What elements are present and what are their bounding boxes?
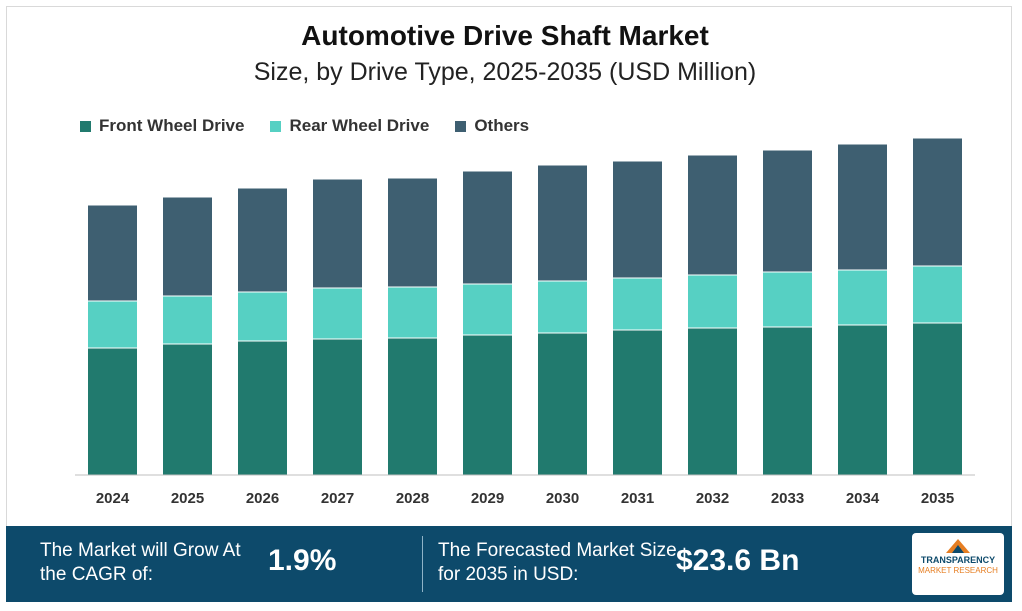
chart-subtitle: Size, by Drive Type, 2025-2035 (USD Mill…: [253, 58, 757, 86]
chart-title: Automotive Drive Shaft Market: [301, 20, 709, 51]
bar-segment-others-2030: [537, 164, 588, 282]
bar-segment-others-2035: [912, 137, 963, 267]
bar-segment-front-wheel-drive-2027: [312, 338, 363, 476]
bar-segment-others-2032: [687, 154, 738, 276]
bar-segment-others-2034: [837, 143, 888, 271]
x-tick-label-2029: 2029: [471, 490, 504, 507]
bar-segment-others-2033: [762, 149, 813, 273]
legend-label-rear-wheel-drive: Rear Wheel Drive: [289, 116, 430, 135]
legend-label-front-wheel-drive: Front Wheel Drive: [99, 116, 245, 135]
bar-segment-others-2028: [387, 177, 438, 288]
x-tick-label-2032: 2032: [696, 490, 729, 507]
legend-item-others: Others: [455, 116, 529, 136]
bar-segment-front-wheel-drive-2035: [912, 322, 963, 476]
bar-segment-others-2029: [462, 170, 513, 285]
summary-footer: The Market will Grow At the CAGR of: 1.9…: [6, 526, 1012, 602]
bar-segment-others-2031: [612, 160, 663, 279]
logo-text-secondary: MARKET RESEARCH: [918, 566, 998, 575]
bar-segment-rear-wheel-drive-2028: [387, 286, 438, 339]
footer-divider: [422, 536, 423, 592]
legend-label-others: Others: [474, 116, 530, 135]
forecast-value: $23.6 Bn: [676, 544, 800, 577]
x-tick-label-2024: 2024: [96, 490, 130, 507]
bar-segment-rear-wheel-drive-2034: [837, 269, 888, 326]
bar-segment-rear-wheel-drive-2035: [912, 265, 963, 324]
bar-segment-front-wheel-drive-2026: [237, 340, 288, 476]
legend-swatch-others: [455, 120, 467, 132]
bar-segment-others-2024: [87, 204, 138, 302]
x-tick-label-2034: 2034: [846, 490, 880, 507]
forecast-label: The Forecasted Market Size for 2035 in U…: [438, 540, 677, 585]
bars-group: [87, 137, 963, 476]
bar-segment-front-wheel-drive-2030: [537, 332, 588, 476]
x-tick-label-2025: 2025: [171, 490, 204, 507]
bar-segment-front-wheel-drive-2032: [687, 327, 738, 476]
bar-segment-rear-wheel-drive-2024: [87, 300, 138, 349]
bar-segment-front-wheel-drive-2029: [462, 334, 513, 476]
bar-segment-others-2027: [312, 178, 363, 289]
bar-chart-plot: 2024 2025 2026 2027 2028 2029 2030 2031 2032 2033…: [75, 137, 975, 507]
bar-segment-rear-wheel-drive-2030: [537, 280, 588, 334]
chart-legend: Front Wheel Drive Rear Wheel Drive Other…: [80, 116, 529, 136]
x-tick-label-2031: 2031: [621, 490, 654, 507]
x-tick-label-2028: 2028: [396, 490, 429, 507]
legend-item-front-wheel-drive: Front Wheel Drive: [80, 116, 244, 136]
logo-arrow-icon: [946, 539, 970, 553]
bar-segment-front-wheel-drive-2033: [762, 326, 813, 476]
company-logo: TRANSPARENCY MARKET RESEARCH: [912, 533, 1004, 595]
logo-text-primary: TRANSPARENCY: [920, 555, 996, 565]
x-tick-label-2027: 2027: [321, 490, 354, 507]
x-tick-label-2026: 2026: [246, 490, 279, 507]
bar-segment-rear-wheel-drive-2033: [762, 271, 813, 328]
bar-segment-rear-wheel-drive-2032: [687, 274, 738, 329]
x-tick-label-2033: 2033: [771, 490, 804, 507]
bar-segment-others-2025: [162, 196, 213, 297]
bar-segment-front-wheel-drive-2024: [87, 347, 138, 476]
legend-item-rear-wheel-drive: Rear Wheel Drive: [270, 116, 429, 136]
bar-segment-others-2026: [237, 187, 288, 293]
x-tick-labels: 2024 2025 2026 2027 2028 2029 2030 2031 2032 2033…: [96, 490, 954, 507]
bar-segment-front-wheel-drive-2028: [387, 337, 438, 476]
x-tick-label-2030: 2030: [546, 490, 579, 507]
bar-segment-rear-wheel-drive-2029: [462, 283, 513, 336]
legend-swatch-front-wheel-drive: [80, 120, 91, 132]
bar-segment-rear-wheel-drive-2031: [612, 277, 663, 331]
bar-segment-front-wheel-drive-2031: [612, 329, 663, 476]
cagr-value: 1.9%: [268, 544, 337, 577]
cagr-label: The Market will Grow At the CAGR of:: [40, 540, 241, 585]
bar-segment-rear-wheel-drive-2026: [237, 291, 288, 342]
bar-segment-front-wheel-drive-2025: [162, 343, 213, 476]
bar-segment-front-wheel-drive-2034: [837, 324, 888, 476]
x-tick-label-2035: 2035: [921, 490, 954, 507]
bar-segment-rear-wheel-drive-2027: [312, 287, 363, 340]
legend-swatch-rear-wheel-drive: [270, 120, 282, 132]
bar-segment-rear-wheel-drive-2025: [162, 295, 213, 345]
